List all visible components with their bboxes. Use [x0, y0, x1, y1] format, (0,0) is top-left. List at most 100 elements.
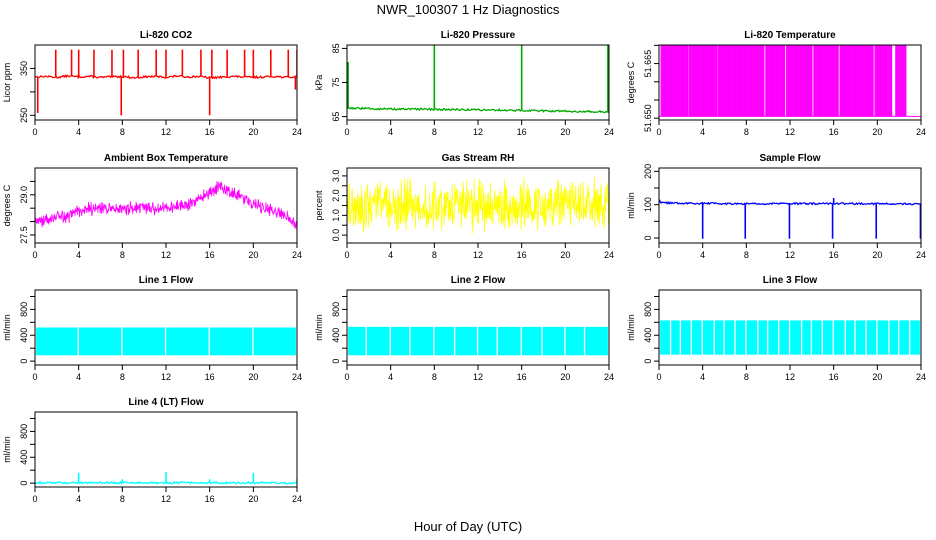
chart-panel: Li-820 CO2 0 4 8 12 16 20 24 250 350 Licor ppm: [2, 30, 302, 137]
series-band: [899, 320, 909, 355]
x-tick-label: 24: [292, 494, 302, 504]
x-tick-label: 16: [517, 372, 527, 382]
y-tick-label: 1.0: [331, 209, 341, 222]
y-tick-label: 27.5: [19, 226, 29, 244]
series-band: [746, 320, 758, 355]
x-tick-label: 4: [76, 372, 81, 382]
y-axis-label: ml/min: [626, 192, 636, 219]
chart-panel: Line 4 (LT) Flow 0 4 8 12 16 20 24 0 400 800 ml/min: [2, 397, 302, 504]
series-band: [910, 320, 920, 355]
panel-title: Line 2 Flow: [451, 275, 506, 286]
y-tick-label: 400: [19, 450, 29, 465]
panel-title: Li-820 Pressure: [441, 30, 516, 41]
series-band: [889, 320, 899, 355]
x-tick-label: 12: [161, 250, 171, 260]
x-tick-label: 0: [656, 127, 661, 137]
x-tick-label: 12: [785, 372, 795, 382]
chart-panel: Line 2 Flow 0 4 8 12 16 20 24 0 400 800 ml/min: [314, 275, 614, 382]
x-tick-label: 0: [344, 250, 349, 260]
chart-panel: Sample Flow 0 4 8 12 16 20 24 0 100 200 ml/min: [626, 153, 926, 260]
x-tick-label: 0: [656, 250, 661, 260]
x-tick-label: 0: [656, 372, 661, 382]
y-tick-label: 400: [19, 328, 29, 343]
series-band: [724, 320, 735, 355]
y-tick-label: 51.665: [643, 50, 653, 78]
y-tick-label: 29.0: [19, 186, 29, 204]
series-band: [681, 320, 691, 355]
x-tick-label: 12: [473, 372, 483, 382]
x-tick-label: 16: [517, 250, 527, 260]
data-layer: [659, 45, 921, 117]
panel-title: Line 4 (LT) Flow: [128, 397, 204, 408]
series-band: [790, 320, 801, 355]
series-band: [877, 320, 889, 355]
x-tick-label: 16: [517, 127, 527, 137]
series-band: [36, 327, 78, 356]
series-band: [565, 326, 584, 356]
series-band: [660, 320, 670, 355]
x-tick-label: 4: [388, 250, 393, 260]
data-layer: [35, 472, 297, 485]
x-tick-label: 8: [120, 494, 125, 504]
y-tick-label: 0: [19, 359, 29, 364]
x-tick-label: 20: [248, 250, 258, 260]
x-tick-label: 16: [205, 494, 215, 504]
series-band: [768, 320, 778, 355]
y-tick-label: 0: [331, 359, 341, 364]
chart-panel: Line 1 Flow 0 4 8 12 16 20 24 0 400 800 ml/min: [2, 275, 302, 382]
x-tick-label: 0: [32, 250, 37, 260]
panel-title: Sample Flow: [759, 153, 820, 164]
x-tick-label: 16: [829, 127, 839, 137]
data-layer: [35, 180, 297, 232]
series-band: [714, 320, 724, 355]
y-tick-label: 800: [643, 302, 653, 317]
chart-panel: Line 3 Flow 0 4 8 12 16 20 24 0 400 800 ml/min: [626, 275, 926, 382]
series-band: [122, 327, 165, 356]
x-tick-label: 8: [744, 127, 749, 137]
x-tick-label: 24: [292, 250, 302, 260]
x-tick-label: 8: [432, 127, 437, 137]
series-band: [758, 320, 768, 355]
y-tick-label: 100: [643, 197, 653, 212]
series-band: [702, 320, 714, 355]
x-tick-label: 16: [829, 372, 839, 382]
series-band: [78, 327, 122, 356]
series-band: [735, 320, 746, 355]
x-tick-label: 20: [872, 372, 882, 382]
y-axis-label: Licor ppm: [2, 63, 12, 103]
y-axis-label: ml/min: [2, 314, 12, 341]
panel-title: Li-820 CO2: [140, 30, 193, 41]
y-axis-label: percent: [314, 190, 324, 221]
x-tick-label: 16: [205, 372, 215, 382]
y-tick-label: 3.0: [331, 170, 341, 183]
x-tick-label: 24: [292, 127, 302, 137]
y-tick-label: 400: [331, 328, 341, 343]
x-tick-label: 12: [473, 250, 483, 260]
series-band: [802, 320, 811, 355]
y-tick-label: 0.0: [331, 229, 341, 242]
x-tick-label: 8: [120, 250, 125, 260]
y-tick-label: 0: [643, 359, 653, 364]
y-tick-label: 350: [19, 61, 29, 76]
series-line: [659, 199, 921, 206]
y-tick-label: 75: [331, 77, 341, 87]
series-band: [521, 326, 542, 356]
x-tick-label: 0: [32, 127, 37, 137]
data-layer: [347, 45, 609, 114]
x-tick-label: 0: [32, 372, 37, 382]
series-band: [410, 326, 434, 356]
x-tick-label: 0: [32, 494, 37, 504]
panel-title: Li-820 Temperature: [744, 30, 836, 41]
x-tick-label: 4: [76, 494, 81, 504]
x-tick-label: 20: [872, 250, 882, 260]
series-band: [671, 320, 680, 355]
y-axis-label: ml/min: [626, 314, 636, 341]
x-tick-label: 12: [785, 127, 795, 137]
data-layer: [348, 326, 608, 356]
x-tick-label: 4: [700, 372, 705, 382]
series-band: [812, 320, 822, 355]
y-axis-label: ml/min: [2, 436, 12, 463]
data-layer: [660, 320, 920, 355]
series-band: [478, 326, 497, 356]
